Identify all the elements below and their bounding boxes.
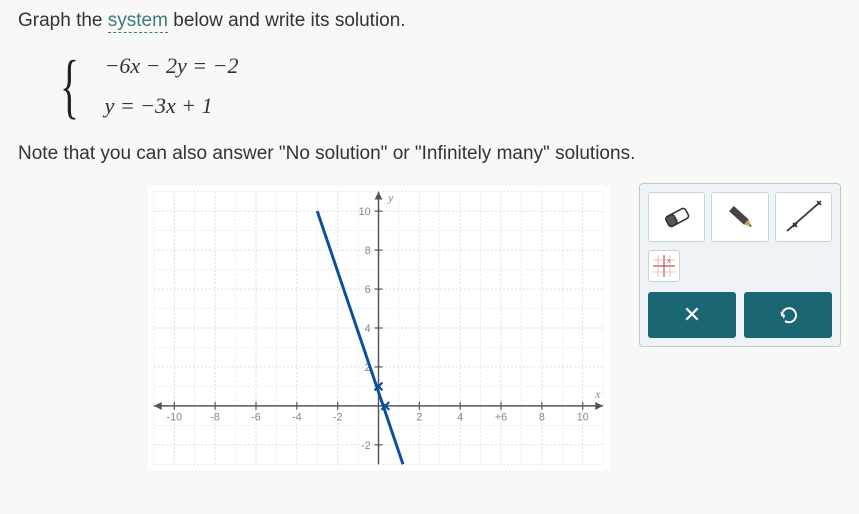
svg-text:y: y	[387, 192, 394, 205]
grid-tool-icon: x	[653, 255, 675, 277]
svg-text:10: 10	[359, 206, 371, 218]
svg-text:-4: -4	[292, 412, 302, 424]
clear-button[interactable]: ✕	[648, 292, 736, 338]
equation-system: { −6x − 2y = −2 y = −3x + 1	[60, 46, 841, 125]
svg-text:-6: -6	[251, 412, 261, 424]
svg-text:4: 4	[457, 412, 463, 424]
eraser-icon	[660, 204, 694, 230]
svg-text:-2: -2	[333, 412, 343, 424]
svg-text:8: 8	[539, 412, 545, 424]
svg-text:+6: +6	[495, 412, 507, 424]
svg-text:6: 6	[365, 284, 371, 296]
svg-text:2: 2	[416, 412, 422, 424]
svg-text:x: x	[667, 258, 671, 265]
svg-text:-10: -10	[167, 412, 183, 424]
eraser-button[interactable]	[648, 192, 705, 242]
svg-text:10: 10	[577, 412, 589, 424]
svg-text:8: 8	[365, 245, 371, 257]
pencil-icon	[723, 202, 757, 232]
instruction-suffix: below and write its solution.	[168, 10, 406, 31]
equation-1: −6x − 2y = −2	[105, 46, 239, 86]
tool-panel: x ✕	[639, 183, 841, 347]
equation-2: y = −3x + 1	[105, 86, 239, 126]
pencil-button[interactable]	[711, 192, 768, 242]
line-tool-icon	[781, 197, 825, 237]
undo-icon	[776, 303, 800, 327]
svg-text:x: x	[594, 388, 601, 401]
close-icon: ✕	[683, 302, 701, 328]
instruction-prefix: Graph the	[18, 10, 108, 31]
svg-text:-8: -8	[210, 412, 220, 424]
svg-text:4: 4	[365, 323, 371, 335]
coordinate-graph[interactable]: -10-8-6-4-224+6810-2246810xy	[148, 183, 609, 473]
system-link[interactable]: system	[108, 10, 168, 33]
instruction-text: Graph the system below and write its sol…	[18, 10, 841, 32]
line-tool-button[interactable]	[775, 192, 832, 242]
note-text: Note that you can also answer "No soluti…	[18, 143, 841, 165]
grid-settings-button[interactable]: x	[648, 250, 680, 282]
undo-button[interactable]	[744, 292, 832, 338]
brace-symbol: {	[60, 56, 79, 116]
svg-text:-2: -2	[361, 440, 371, 452]
